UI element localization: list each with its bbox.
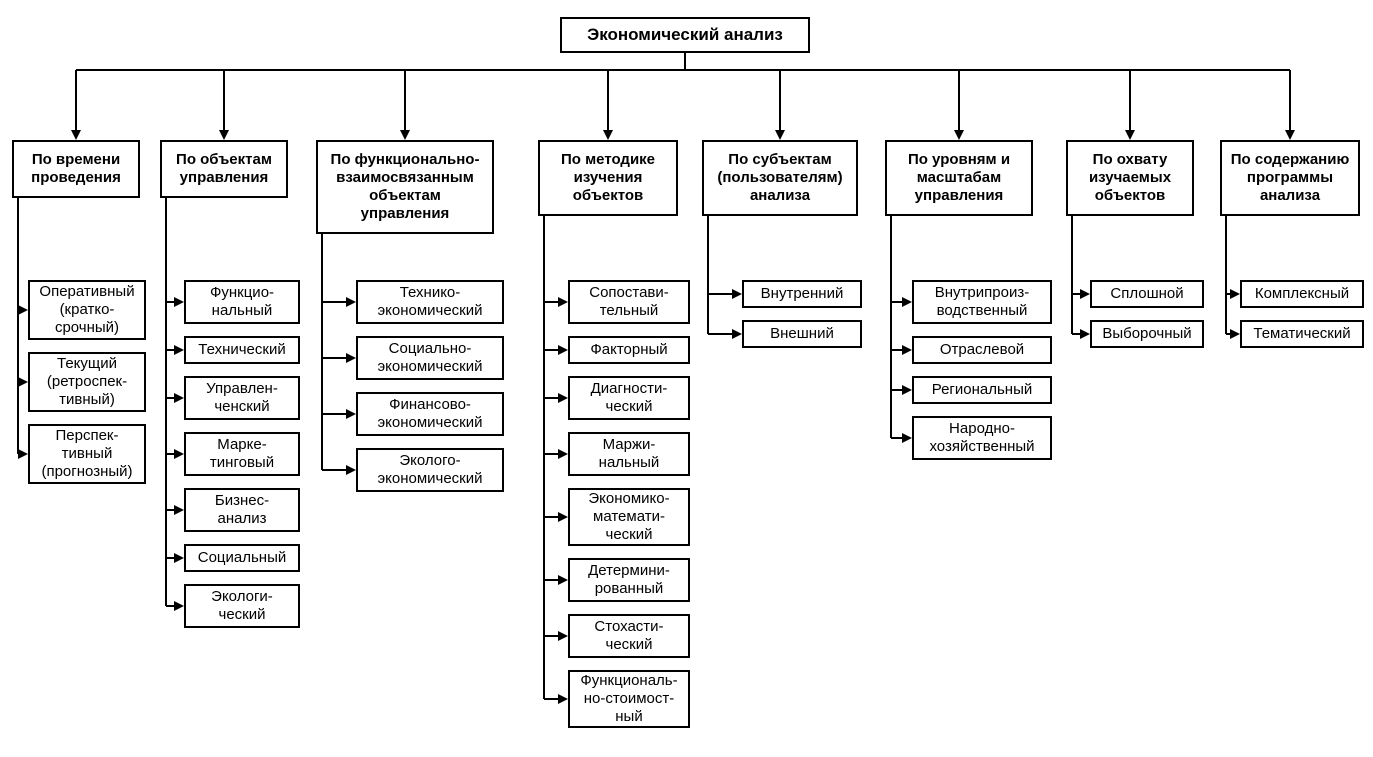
category-subj: По субъектам (пользователям) анализа [702, 140, 858, 216]
leaf-label: Финансово-экономический [364, 396, 496, 432]
leaf-label: Маржи-нальный [576, 436, 682, 472]
leaf-label: Бизнес-анализ [192, 492, 292, 528]
category-label: По времени проведения [20, 151, 132, 187]
category-time: По времени проведения [12, 140, 140, 198]
leaf-label: Внутренний [761, 285, 844, 303]
leaf-label: Сопостави-тельный [576, 284, 682, 320]
category-funcobj: По функционально-взаимосвязанным объекта… [316, 140, 494, 234]
leaf-obj-upr: Управлен-ченский [184, 376, 300, 420]
leaf-label: Тематический [1253, 325, 1350, 343]
leaf-level-nar: Народно-хозяйственный [912, 416, 1052, 460]
leaf-label: Экологи-ческий [192, 588, 292, 624]
leaf-label: Экономико-математи-ческий [576, 490, 682, 544]
leaf-funcobj-socc: Социально-экономический [356, 336, 504, 380]
leaf-funcobj-fin: Финансово-экономический [356, 392, 504, 436]
leaf-time-operativ: Оперативный (кратко-срочный) [28, 280, 146, 340]
leaf-label: Марке-тинговый [192, 436, 292, 472]
leaf-label: Факторный [590, 341, 667, 359]
leaf-label: Социальный [198, 549, 287, 567]
leaf-method-funcst: Функциональ-но-стоимост-ный [568, 670, 690, 728]
category-level: По уровням и масштабам управления [885, 140, 1033, 216]
category-label: По уровням и масштабам управления [893, 151, 1025, 205]
leaf-ohvat-spl: Сплошной [1090, 280, 1204, 308]
leaf-funcobj-ecol: Эколого-экономический [356, 448, 504, 492]
leaf-subj-vne: Внешний [742, 320, 862, 348]
leaf-label: Выборочный [1102, 325, 1191, 343]
leaf-method-sop: Сопостави-тельный [568, 280, 690, 324]
category-prog: По содержанию программы анализа [1220, 140, 1360, 216]
category-label: По охвату изучаемых объектов [1074, 151, 1186, 205]
leaf-method-diag: Диагности-ческий [568, 376, 690, 420]
category-method: По методике изучения объектов [538, 140, 678, 216]
leaf-funcobj-tec: Технико-экономический [356, 280, 504, 324]
leaf-subj-vnu: Внутренний [742, 280, 862, 308]
leaf-level-reg: Региональный [912, 376, 1052, 404]
leaf-label: Оперативный (кратко-срочный) [36, 283, 138, 337]
leaf-time-persp: Перспек-тивный (прогнозный) [28, 424, 146, 484]
leaf-level-otr: Отраслевой [912, 336, 1052, 364]
leaf-obj-biz: Бизнес-анализ [184, 488, 300, 532]
leaf-label: Функциональ-но-стоимост-ный [576, 672, 682, 726]
leaf-prog-tem: Тематический [1240, 320, 1364, 348]
leaf-time-tek: Текущий (ретроспек-тивный) [28, 352, 146, 412]
category-label: По содержанию программы анализа [1228, 151, 1352, 205]
leaf-level-vnp: Внутрипроиз-водственный [912, 280, 1052, 324]
leaf-label: Социально-экономический [364, 340, 496, 376]
leaf-method-ecm: Экономико-математи-ческий [568, 488, 690, 546]
leaf-method-fact: Факторный [568, 336, 690, 364]
leaf-label: Перспек-тивный (прогнозный) [36, 427, 138, 481]
leaf-prog-kom: Комплексный [1240, 280, 1364, 308]
leaf-label: Детермини-рованный [576, 562, 682, 598]
category-label: По функционально-взаимосвязанным объекта… [324, 151, 486, 223]
category-ohvat: По охвату изучаемых объектов [1066, 140, 1194, 216]
category-label: По методике изучения объектов [546, 151, 670, 205]
leaf-obj-mark: Марке-тинговый [184, 432, 300, 476]
leaf-label: Народно-хозяйственный [920, 420, 1044, 456]
leaf-label: Сплошной [1110, 285, 1183, 303]
leaf-label: Региональный [932, 381, 1033, 399]
leaf-label: Текущий (ретроспек-тивный) [36, 355, 138, 409]
leaf-label: Диагности-ческий [576, 380, 682, 416]
leaf-label: Стохасти-ческий [576, 618, 682, 654]
leaf-ohvat-vyb: Выборочный [1090, 320, 1204, 348]
leaf-label: Управлен-ченский [192, 380, 292, 416]
category-label: По объектам управления [168, 151, 280, 187]
leaf-label: Комплексный [1255, 285, 1349, 303]
leaf-obj-func: Функцио-нальный [184, 280, 300, 324]
leaf-obj-tech: Технический [184, 336, 300, 364]
category-label: По субъектам (пользователям) анализа [710, 151, 850, 205]
leaf-label: Функцио-нальный [192, 284, 292, 320]
leaf-label: Отраслевой [940, 341, 1024, 359]
leaf-method-det: Детермини-рованный [568, 558, 690, 602]
leaf-method-stoh: Стохасти-ческий [568, 614, 690, 658]
root-label: Экономический анализ [587, 25, 783, 45]
leaf-label: Эколого-экономический [364, 452, 496, 488]
leaf-label: Внутрипроиз-водственный [920, 284, 1044, 320]
leaf-label: Внешний [770, 325, 834, 343]
leaf-obj-eco: Экологи-ческий [184, 584, 300, 628]
leaf-label: Технический [198, 341, 285, 359]
leaf-label: Технико-экономический [364, 284, 496, 320]
leaf-obj-soc: Социальный [184, 544, 300, 572]
category-obj: По объектам управления [160, 140, 288, 198]
root-node: Экономический анализ [560, 17, 810, 53]
leaf-method-marg: Маржи-нальный [568, 432, 690, 476]
